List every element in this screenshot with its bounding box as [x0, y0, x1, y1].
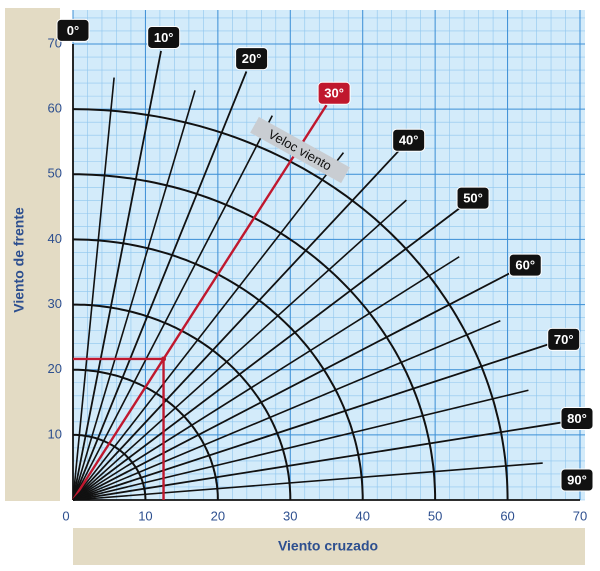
- annotation-band: [250, 116, 350, 184]
- angle-callout: [508, 253, 542, 277]
- angle-label: 80°: [567, 411, 587, 426]
- angle-label: 70°: [554, 332, 574, 347]
- angle-ray: [72, 206, 462, 501]
- x-tick-label: 10: [138, 508, 152, 523]
- angle-ray: [72, 199, 407, 501]
- x-tick-label: 70: [573, 508, 587, 523]
- x-tick-label: 50: [428, 508, 442, 523]
- angle-label: 20°: [242, 51, 262, 66]
- angle-label: 40°: [399, 133, 419, 148]
- x-axis-label: Viento cruzado: [278, 538, 378, 554]
- angle-ray: [72, 271, 513, 501]
- y-tick-label: 60: [48, 101, 62, 116]
- angle-label: 60°: [515, 258, 535, 273]
- y-tick-label: 40: [48, 231, 62, 246]
- angle-callout: [392, 128, 426, 152]
- x-tick-label: 0: [62, 508, 69, 523]
- y-tick-label: 20: [48, 361, 62, 376]
- y-axis-label: Viento de frente: [11, 207, 27, 313]
- x-tick-label: 60: [500, 508, 514, 523]
- wind-point: [161, 356, 167, 362]
- y-tick-label: 10: [48, 426, 62, 441]
- angle-callout: [56, 18, 90, 42]
- angle-label: 50°: [463, 191, 483, 206]
- angle-ray: [72, 71, 248, 501]
- angle-ray: [72, 419, 573, 501]
- angle-ray: [72, 115, 273, 501]
- angle-ray: [72, 389, 529, 501]
- x-tick-label: 20: [211, 508, 225, 523]
- y-tick-label: 50: [48, 166, 62, 181]
- angle-callout: [560, 468, 594, 492]
- angle-callout: [547, 327, 581, 351]
- angle-ray: [72, 256, 460, 501]
- x-tick-label: 40: [355, 508, 369, 523]
- angle-callout: [147, 25, 181, 49]
- angle-label: 10°: [154, 30, 174, 45]
- angle-label: 30°: [324, 86, 344, 101]
- angle-ray: [72, 90, 196, 501]
- angle-ray: [72, 343, 550, 501]
- x-label-panel: [73, 528, 585, 565]
- y-label-panel: [5, 8, 60, 501]
- angle-ray: [72, 462, 543, 501]
- angle-ray: [71, 104, 328, 501]
- x-tick-label: 30: [283, 508, 297, 523]
- angle-ray: [72, 50, 162, 501]
- angle-ray: [72, 77, 115, 501]
- angle-callout: [560, 406, 594, 430]
- angle-callout: [456, 186, 490, 210]
- y-tick-label: 30: [48, 296, 62, 311]
- angle-ray: [72, 150, 400, 501]
- angle-callout: [235, 47, 269, 71]
- angle-label: 90°: [567, 472, 587, 487]
- angle-callout: [317, 81, 351, 105]
- angle-label: 0°: [67, 23, 79, 38]
- angle-ray: [72, 320, 501, 501]
- angle-ray: [72, 152, 345, 501]
